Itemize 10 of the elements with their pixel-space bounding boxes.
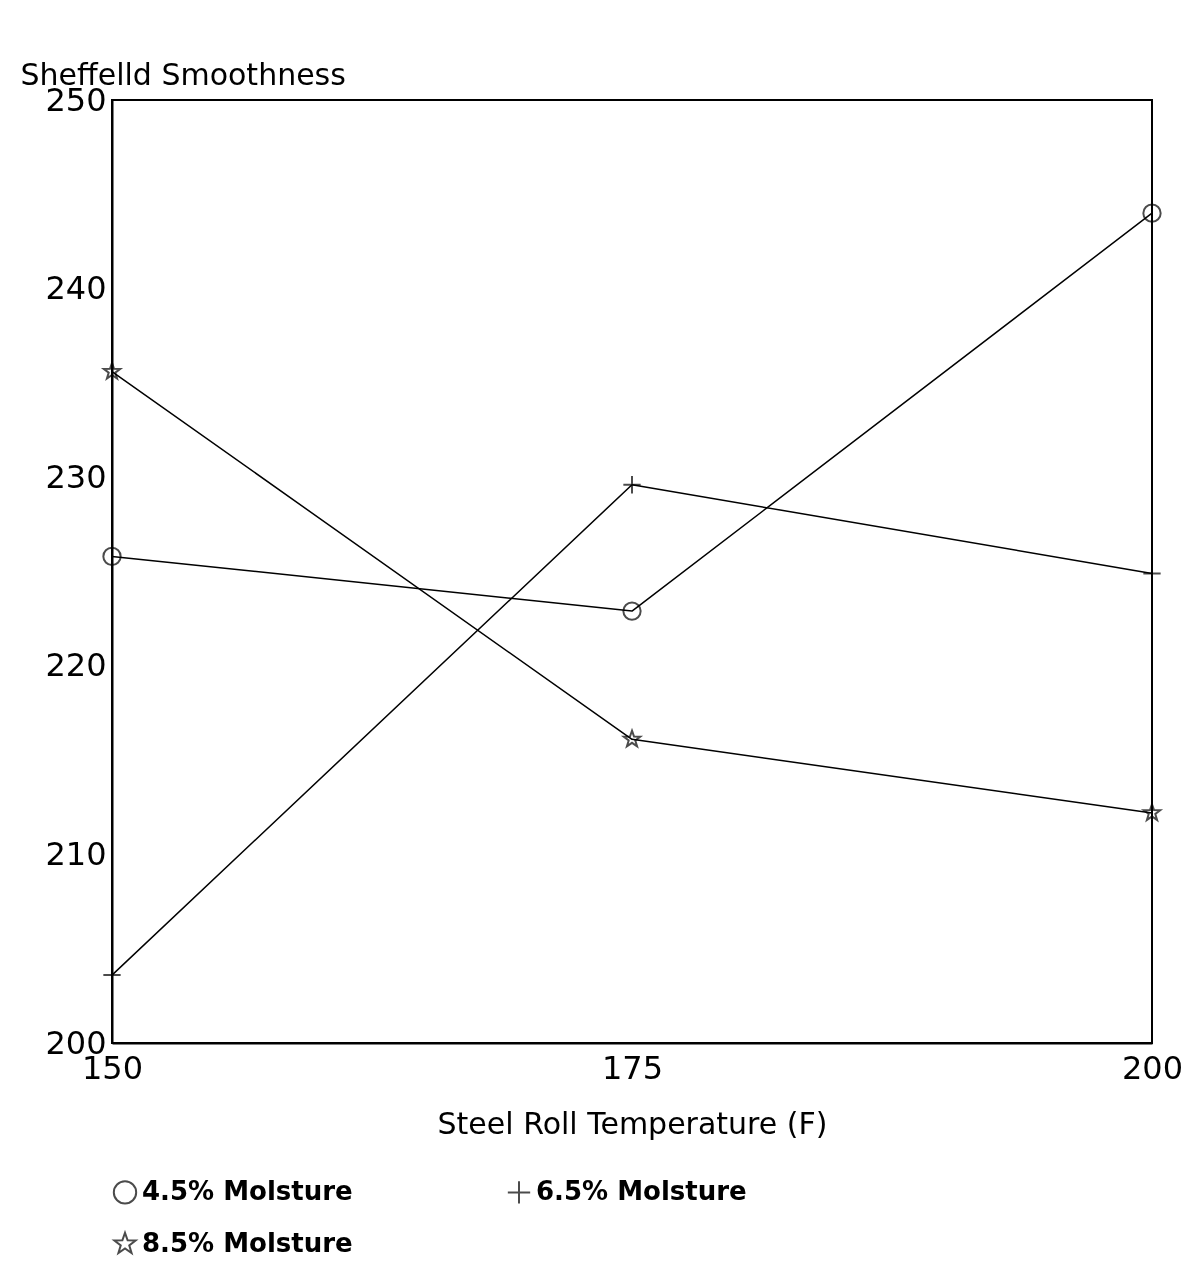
legend-label: 4.5% Molsture [142, 1176, 353, 1207]
y-tick-label: 230 [45, 457, 107, 496]
y-tick-label: 210 [45, 834, 107, 873]
x-axis-title: Steel Roll Temperature (F) [437, 1105, 828, 1141]
y-tick-label: 240 [45, 269, 107, 308]
y-tick-label: 220 [45, 646, 107, 685]
x-tick-label: 175 [601, 1048, 664, 1087]
legend-label: 6.5% Molsture [536, 1176, 747, 1207]
legend-label: 8.5% Molsture [142, 1228, 353, 1258]
x-tick-label: 200 [1121, 1048, 1184, 1087]
